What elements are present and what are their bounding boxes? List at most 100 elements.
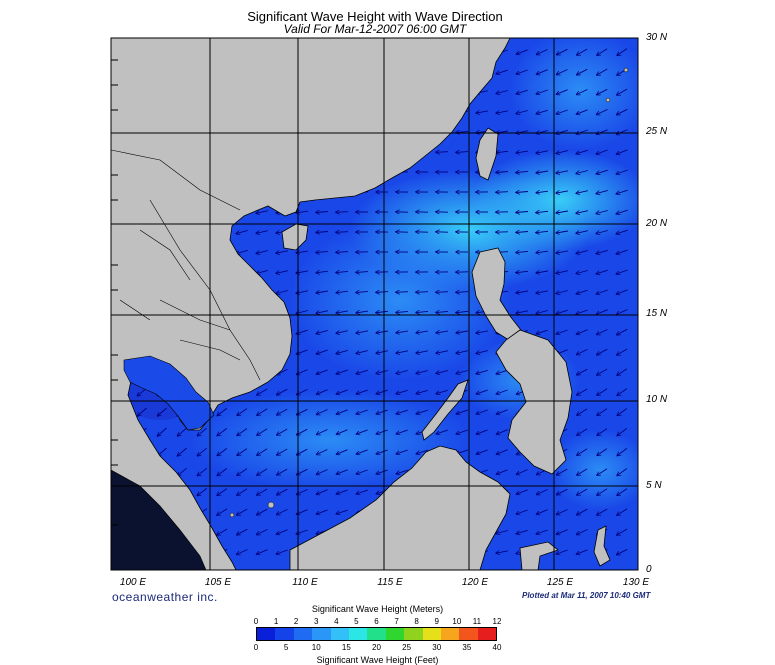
wave-direction-arrow bbox=[537, 49, 548, 55]
wave-direction-arrow bbox=[597, 48, 608, 55]
wave-direction-arrow bbox=[516, 311, 528, 313]
wave-direction-arrow bbox=[536, 291, 548, 293]
feet-tick-label: 5 bbox=[283, 643, 289, 652]
meter-tick-label: 2 bbox=[293, 617, 299, 626]
wave-direction-arrow bbox=[556, 150, 568, 154]
wave-direction-arrow bbox=[496, 111, 508, 113]
wave-direction-arrow bbox=[436, 331, 448, 333]
wave-direction-arrow bbox=[576, 250, 588, 254]
wave-direction-arrow bbox=[476, 331, 488, 333]
colorbar-segment bbox=[312, 628, 331, 640]
wave-direction-arrow bbox=[476, 429, 488, 434]
wave-direction-arrow bbox=[617, 328, 628, 335]
colorbar-segment bbox=[257, 628, 276, 640]
meter-tick-label: 4 bbox=[334, 617, 339, 626]
wave-direction-arrow bbox=[476, 111, 488, 113]
wave-direction-arrow bbox=[456, 152, 469, 153]
wave-direction-arrow bbox=[336, 232, 349, 233]
wave-direction-arrow bbox=[316, 291, 328, 293]
wave-direction-arrow bbox=[617, 488, 628, 496]
meter-tick-label: 8 bbox=[414, 617, 419, 626]
wave-direction-arrow bbox=[436, 370, 448, 374]
wave-direction-arrow bbox=[257, 408, 268, 415]
wave-direction-arrow bbox=[277, 368, 288, 374]
wave-direction-arrow bbox=[237, 549, 248, 555]
wave-direction-arrow bbox=[456, 292, 469, 293]
wave-direction-arrow bbox=[597, 109, 608, 115]
colorbar-meters-label: Significant Wave Height (Meters) bbox=[311, 604, 444, 614]
wave-direction-arrow bbox=[617, 468, 628, 476]
wave-direction-arrow bbox=[356, 449, 368, 454]
wave-direction-arrow bbox=[617, 368, 628, 375]
wave-direction-arrow bbox=[536, 509, 548, 515]
wave-direction-arrow bbox=[516, 291, 528, 293]
wave-direction-arrow bbox=[277, 488, 288, 495]
wave-direction-arrow bbox=[576, 289, 588, 294]
wave-direction-arrow bbox=[617, 348, 628, 355]
wave-direction-arrow bbox=[436, 311, 449, 312]
wave-direction-arrow bbox=[616, 209, 628, 214]
wave-direction-arrow bbox=[396, 351, 408, 353]
wave-direction-arrow bbox=[237, 468, 248, 476]
wave-direction-arrow bbox=[356, 311, 368, 313]
wave-direction-arrow bbox=[257, 488, 268, 495]
wave-direction-arrow bbox=[496, 389, 508, 394]
wave-direction-arrow bbox=[576, 230, 588, 234]
wave-direction-arrow bbox=[416, 292, 429, 293]
wave-direction-arrow bbox=[356, 272, 369, 273]
wave-direction-arrow bbox=[597, 388, 608, 395]
wave-direction-arrow bbox=[556, 309, 568, 314]
meter-tick-label: 0 bbox=[253, 617, 259, 626]
wave-direction-arrow bbox=[476, 409, 488, 414]
wave-direction-arrow bbox=[316, 489, 328, 495]
wave-direction-arrow bbox=[356, 350, 368, 354]
wave-direction-arrow bbox=[576, 190, 588, 194]
taiwan-island bbox=[475, 127, 499, 181]
wave-direction-arrow bbox=[158, 427, 167, 436]
wave-direction-arrow bbox=[536, 310, 548, 314]
wave-direction-arrow bbox=[356, 369, 368, 373]
wave-direction-arrow bbox=[256, 230, 268, 234]
wave-direction-arrow bbox=[496, 449, 508, 455]
wave-direction-arrow bbox=[557, 509, 568, 515]
wave-direction-arrow bbox=[336, 389, 348, 394]
feet-tick-label: 10 bbox=[311, 643, 321, 652]
palawan-island bbox=[421, 379, 469, 441]
wave-direction-arrow bbox=[336, 489, 348, 494]
wave-direction-arrow bbox=[516, 251, 529, 252]
wave-direction-arrow bbox=[596, 309, 608, 315]
wave-height-colorbar bbox=[256, 627, 497, 641]
wave-direction-arrow bbox=[336, 509, 348, 514]
wave-direction-arrow bbox=[576, 270, 588, 274]
wave-direction-arrow bbox=[316, 310, 328, 314]
wave-direction-arrow bbox=[277, 388, 288, 395]
meter-tick-label: 1 bbox=[273, 617, 279, 626]
wave-direction-arrow bbox=[336, 271, 349, 272]
wave-direction-arrow bbox=[276, 251, 288, 253]
wave-direction-arrow bbox=[376, 350, 388, 354]
wave-direction-arrow bbox=[436, 429, 448, 434]
wave-direction-arrow bbox=[617, 129, 628, 135]
wave-direction-arrow bbox=[597, 68, 608, 75]
wave-direction-arrow bbox=[316, 271, 328, 273]
map-frame bbox=[110, 37, 639, 571]
wave-direction-arrow bbox=[317, 429, 328, 435]
meter-tick-label: 11 bbox=[472, 617, 482, 626]
wave-direction-arrow bbox=[557, 468, 568, 475]
wave-direction-arrow bbox=[456, 409, 468, 414]
wave-direction-arrow bbox=[617, 508, 628, 515]
map-title: Significant Wave Height with Wave Direct… bbox=[247, 9, 503, 24]
wave-direction-arrow bbox=[596, 230, 608, 234]
wave-direction-arrow bbox=[516, 212, 529, 213]
lat-label-20n: 20 N bbox=[646, 218, 668, 229]
wave-direction-arrow bbox=[617, 48, 628, 56]
wave-direction-arrow bbox=[178, 427, 187, 436]
wave-direction-arrow bbox=[577, 329, 588, 335]
wave-direction-arrow bbox=[197, 427, 207, 436]
wave-direction-arrow bbox=[317, 389, 328, 395]
meter-tick-label: 10 bbox=[452, 617, 462, 626]
colorbar-segment bbox=[348, 628, 368, 640]
sumatra-land bbox=[111, 469, 207, 570]
halmahera-island bbox=[593, 525, 611, 567]
wave-direction-arrow bbox=[577, 48, 588, 55]
